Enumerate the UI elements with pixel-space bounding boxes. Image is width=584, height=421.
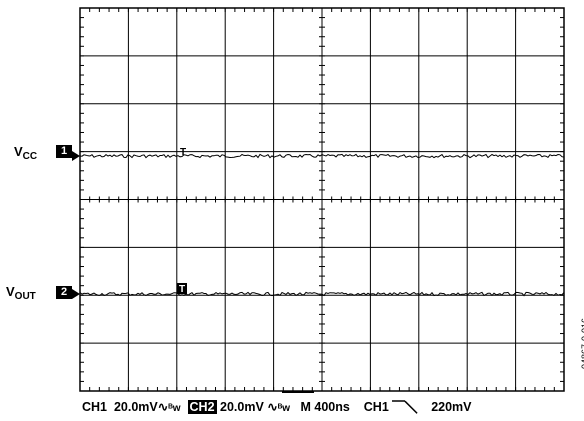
trace-vcc <box>79 153 565 159</box>
trigger-level: 220mV <box>431 400 472 414</box>
ch2-pointer-icon <box>72 289 80 299</box>
vout-label: VOUT <box>6 284 36 302</box>
bw-limit-icon: ∿ <box>157 400 169 414</box>
vcc-label: VCC <box>14 144 38 162</box>
bw-symbol-2: ᴮw <box>277 403 291 414</box>
ch2-scale: 20.0mV <box>220 400 264 414</box>
ch2-label: CH2 <box>187 400 217 414</box>
falling-edge-icon: ⎺╲ <box>392 400 418 414</box>
trace-vout <box>79 291 565 297</box>
scope-readout: CH1 20.0mV∿ᴮw CH2 20.0mV ∿ᴮw M 400ns CH1… <box>82 399 582 417</box>
trigger-marker-ch2: T <box>179 284 185 295</box>
ch2-marker: 2 <box>56 286 72 299</box>
ch1-label: CH1 <box>82 400 108 414</box>
bw-symbol: ᴮw <box>168 403 181 414</box>
ch1-marker: 1 <box>56 145 72 158</box>
bw-limit-icon: ∿ <box>267 400 278 414</box>
trigger-marker-ch2-box <box>177 283 187 294</box>
ch1-pointer-icon <box>72 151 80 161</box>
figure-id: 04867-0-016 <box>580 318 584 370</box>
timebase: M 400ns <box>300 400 350 414</box>
scope-traces <box>79 153 565 297</box>
ch1-scale: 20.0mV <box>113 400 158 414</box>
scope-grid <box>79 7 565 393</box>
trigger-source: CH1 <box>363 400 389 414</box>
scope-markers: TT <box>72 147 187 299</box>
trigger-marker-ch1: T <box>180 147 186 158</box>
